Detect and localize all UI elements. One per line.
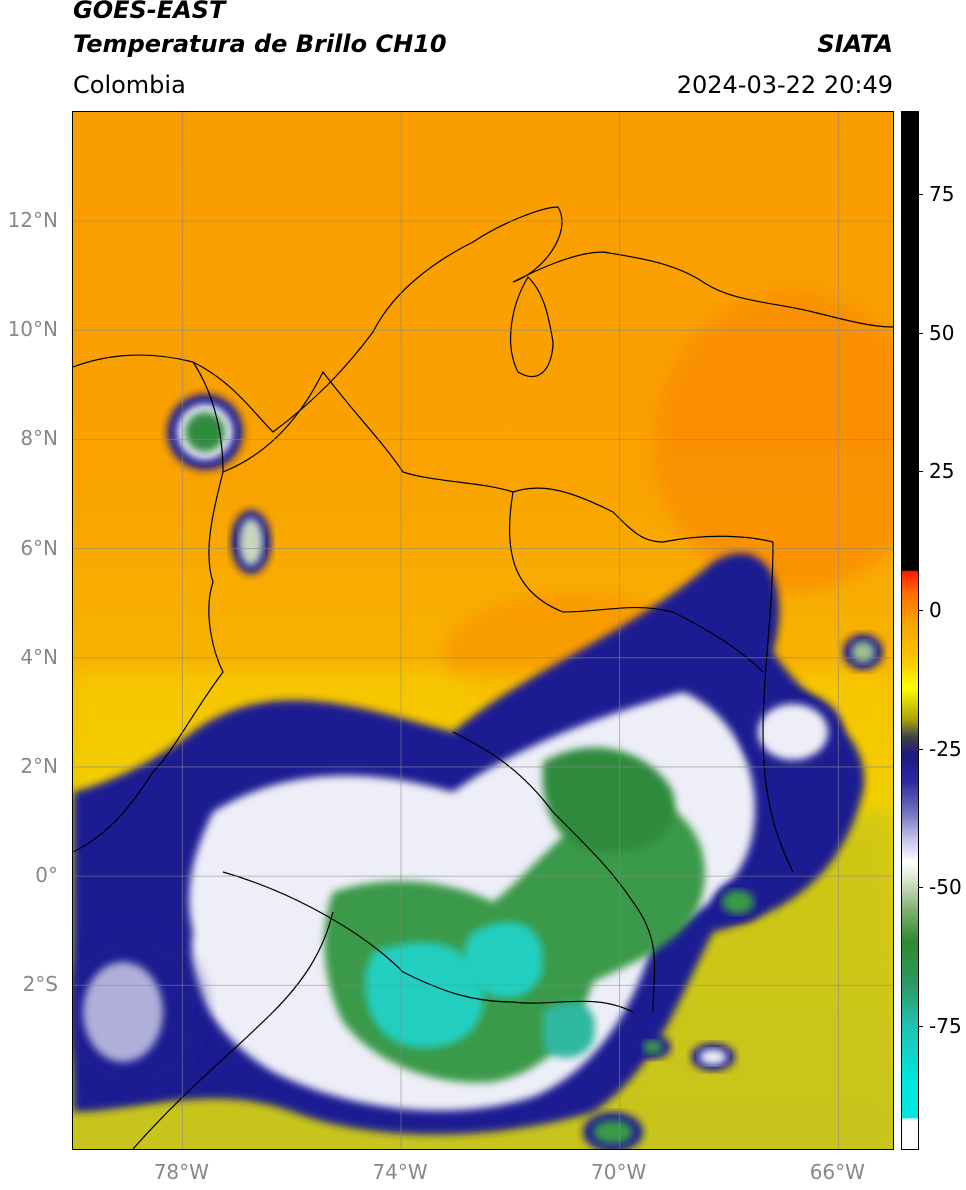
colorbar-tick-label: 75 [929,182,955,207]
graticule [73,112,893,1149]
colorbar [901,111,919,1150]
lat-tick-label: 2°S [22,972,58,997]
lat-tick-label: 6°N [20,535,58,560]
colorbar-tick-mark [918,194,923,196]
colorbar-tick-mark [918,1026,923,1027]
colorbar-tick-mark [918,748,923,750]
colorbar-tick-label: 25 [929,459,955,484]
lat-tick-label: 2°N [20,753,58,778]
product-title: Temperatura de Brillo CH10 [73,30,447,58]
lat-tick-label: 0° [35,863,58,888]
colorbar-tick-label: 50 [929,320,955,345]
colorbar-tick-mark [918,887,923,889]
colorbar-tick-mark [918,610,923,612]
lon-tick-label: 78°W [153,1160,209,1184]
datetime-label: 2024-03-22 20:49 [676,71,893,99]
satellite-map[interactable] [72,111,894,1150]
colorbar-tick-mark [918,332,923,334]
lon-tick-label: 70°W [591,1160,647,1184]
colorbar-tick-mark [918,471,923,473]
colorbar-tick-label: -50 [929,875,962,900]
colorbar-tick-label: 0 [929,598,942,623]
boundaries [73,206,893,1149]
colorbar-tick-label: -75 [929,1014,962,1038]
lat-tick-label: 10°N [7,317,58,342]
lat-tick-label: 4°N [20,644,58,669]
convective-clouds [73,394,883,1149]
lon-tick-label: 66°W [809,1160,865,1184]
region-label: Colombia [73,71,186,99]
organization-label: SIATA [817,30,893,58]
map-imagery [73,206,893,1149]
satellite-title: GOES-EAST [73,0,226,24]
colorbar-tick-label: -25 [929,736,962,761]
lon-tick-label: 74°W [372,1160,428,1184]
lat-tick-label: 8°N [20,426,58,451]
lat-tick-label: 12°N [7,208,58,233]
warm-region-venezuela [653,292,893,592]
